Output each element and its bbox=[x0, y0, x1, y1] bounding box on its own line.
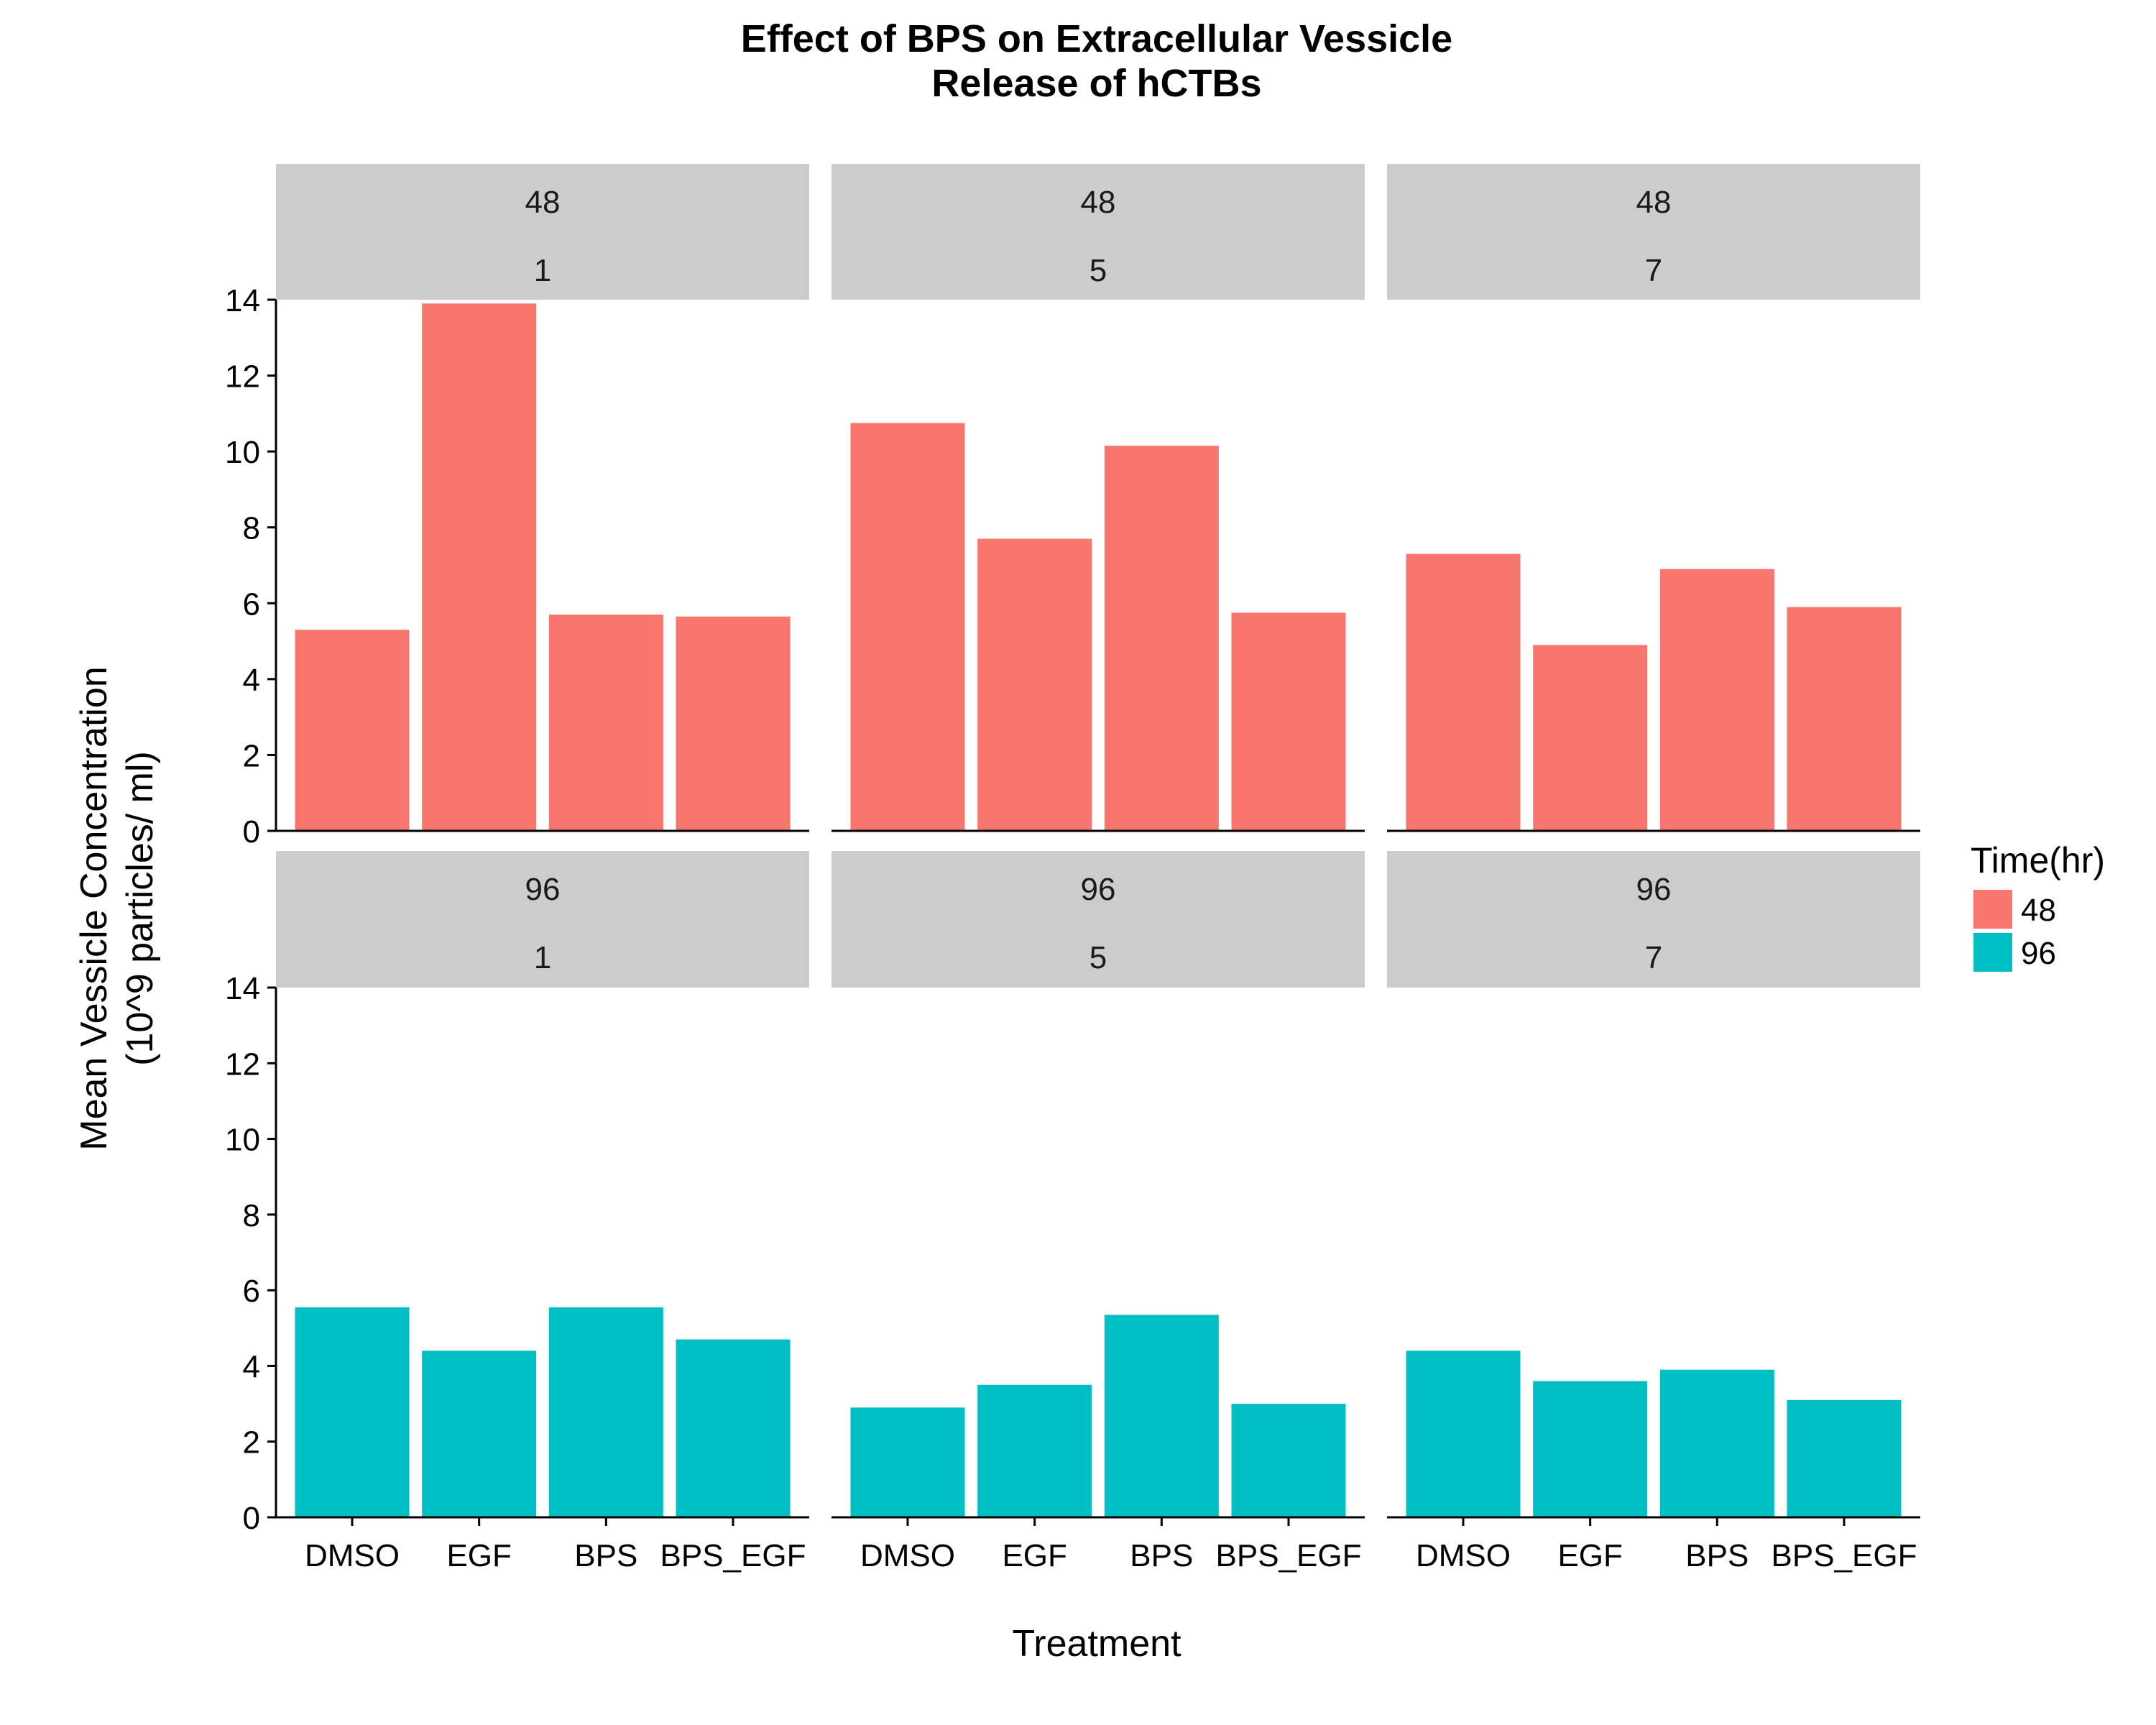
y-tick-label: 10 bbox=[225, 435, 260, 470]
facet-strip-label-group: 1 bbox=[534, 940, 551, 975]
bar-egf bbox=[1533, 645, 1648, 831]
y-tick-label: 14 bbox=[225, 283, 260, 318]
facet-strip bbox=[1387, 851, 1920, 988]
facet-strip bbox=[831, 164, 1365, 300]
bar-bps bbox=[548, 615, 663, 831]
bar-egf bbox=[977, 538, 1092, 831]
y-tick-label: 10 bbox=[225, 1123, 260, 1158]
y-tick-label: 2 bbox=[243, 1425, 260, 1460]
x-tick-label: EGF bbox=[446, 1538, 511, 1573]
bar-egf bbox=[977, 1384, 1092, 1517]
y-axis-title-line-1: Mean Vessicle Concentration bbox=[73, 666, 115, 1151]
x-tick-label: DMSO bbox=[305, 1538, 400, 1573]
x-tick-label: DMSO bbox=[860, 1538, 955, 1573]
facet-strip-label-group: 5 bbox=[1089, 940, 1107, 975]
bar-bps bbox=[548, 1307, 663, 1517]
facet-strip-label-time: 96 bbox=[1081, 872, 1116, 907]
facet-strip-label-time: 96 bbox=[1636, 872, 1672, 907]
y-tick-label: 2 bbox=[243, 738, 260, 773]
y-tick-label: 12 bbox=[225, 359, 260, 395]
x-tick-label: BPS_EGF bbox=[660, 1538, 806, 1573]
x-tick-label: BPS_EGF bbox=[1772, 1538, 1917, 1573]
bar-bps-egf bbox=[1787, 607, 1902, 831]
legend-label-48: 48 bbox=[2021, 893, 2056, 928]
facet-strip-label-group: 1 bbox=[534, 253, 551, 288]
bar-egf bbox=[422, 303, 537, 831]
y-tick-label: 0 bbox=[243, 1501, 260, 1536]
bar-bps-egf bbox=[1231, 612, 1346, 831]
facet-strip-label-group: 7 bbox=[1645, 253, 1662, 288]
facet-strip bbox=[276, 164, 809, 300]
x-tick-label: BPS_EGF bbox=[1216, 1538, 1362, 1573]
x-tick-label: DMSO bbox=[1416, 1538, 1511, 1573]
bar-bps-egf bbox=[1231, 1404, 1346, 1517]
bar-bps bbox=[1104, 1315, 1219, 1517]
bar-bps bbox=[1659, 569, 1774, 831]
facet-strip-label-group: 5 bbox=[1089, 253, 1107, 288]
legend-swatch-96 bbox=[1973, 933, 2012, 972]
x-tick-label: BPS bbox=[1685, 1538, 1749, 1573]
y-tick-label: 6 bbox=[243, 1274, 260, 1309]
x-tick-label: EGF bbox=[1002, 1538, 1067, 1573]
facet-strip bbox=[831, 851, 1365, 988]
x-axis-title: Treatment bbox=[1012, 1623, 1181, 1665]
facet-strip bbox=[276, 851, 809, 988]
bar-bps-egf bbox=[676, 1339, 791, 1517]
bar-bps-egf bbox=[676, 616, 791, 831]
facet-strip-label-time: 48 bbox=[525, 185, 561, 220]
bar-dmso bbox=[850, 423, 965, 831]
bar-bps bbox=[1104, 446, 1219, 831]
bar-dmso bbox=[1406, 553, 1521, 831]
y-tick-label: 8 bbox=[243, 511, 260, 546]
y-tick-label: 12 bbox=[225, 1046, 260, 1082]
facet-strip-label-time: 48 bbox=[1636, 185, 1672, 220]
bar-dmso bbox=[295, 630, 410, 831]
legend-label-96: 96 bbox=[2021, 936, 2056, 971]
x-tick-label: BPS bbox=[1130, 1538, 1193, 1573]
chart-title-line-2: Release of hCTBs bbox=[931, 62, 1261, 105]
y-tick-label: 6 bbox=[243, 586, 260, 622]
y-axis-title-line-2: (10^9 particles/ ml) bbox=[119, 751, 161, 1066]
y-tick-label: 4 bbox=[243, 1349, 260, 1384]
chart-title-line-1: Effect of BPS on Extracellular Vessicle bbox=[741, 17, 1452, 60]
bar-dmso bbox=[1406, 1351, 1521, 1517]
bar-dmso bbox=[295, 1307, 410, 1517]
y-tick-label: 0 bbox=[243, 814, 260, 850]
facet-strip-label-time: 48 bbox=[1081, 185, 1116, 220]
y-tick-label: 14 bbox=[225, 971, 260, 1006]
legend-swatch-48 bbox=[1973, 890, 2012, 929]
bar-dmso bbox=[850, 1407, 965, 1517]
x-tick-label: EGF bbox=[1557, 1538, 1622, 1573]
y-tick-label: 8 bbox=[243, 1198, 260, 1233]
bar-bps bbox=[1659, 1369, 1774, 1517]
facet-strip-label-time: 96 bbox=[525, 872, 561, 907]
y-tick-label: 4 bbox=[243, 663, 260, 698]
bar-egf bbox=[422, 1351, 537, 1517]
legend-title: Time(hr) bbox=[1971, 840, 2105, 880]
x-tick-label: BPS bbox=[574, 1538, 637, 1573]
facet-strip bbox=[1387, 164, 1920, 300]
bar-egf bbox=[1533, 1381, 1648, 1517]
bar-bps-egf bbox=[1787, 1399, 1902, 1517]
facet-strip-label-group: 7 bbox=[1645, 940, 1662, 975]
